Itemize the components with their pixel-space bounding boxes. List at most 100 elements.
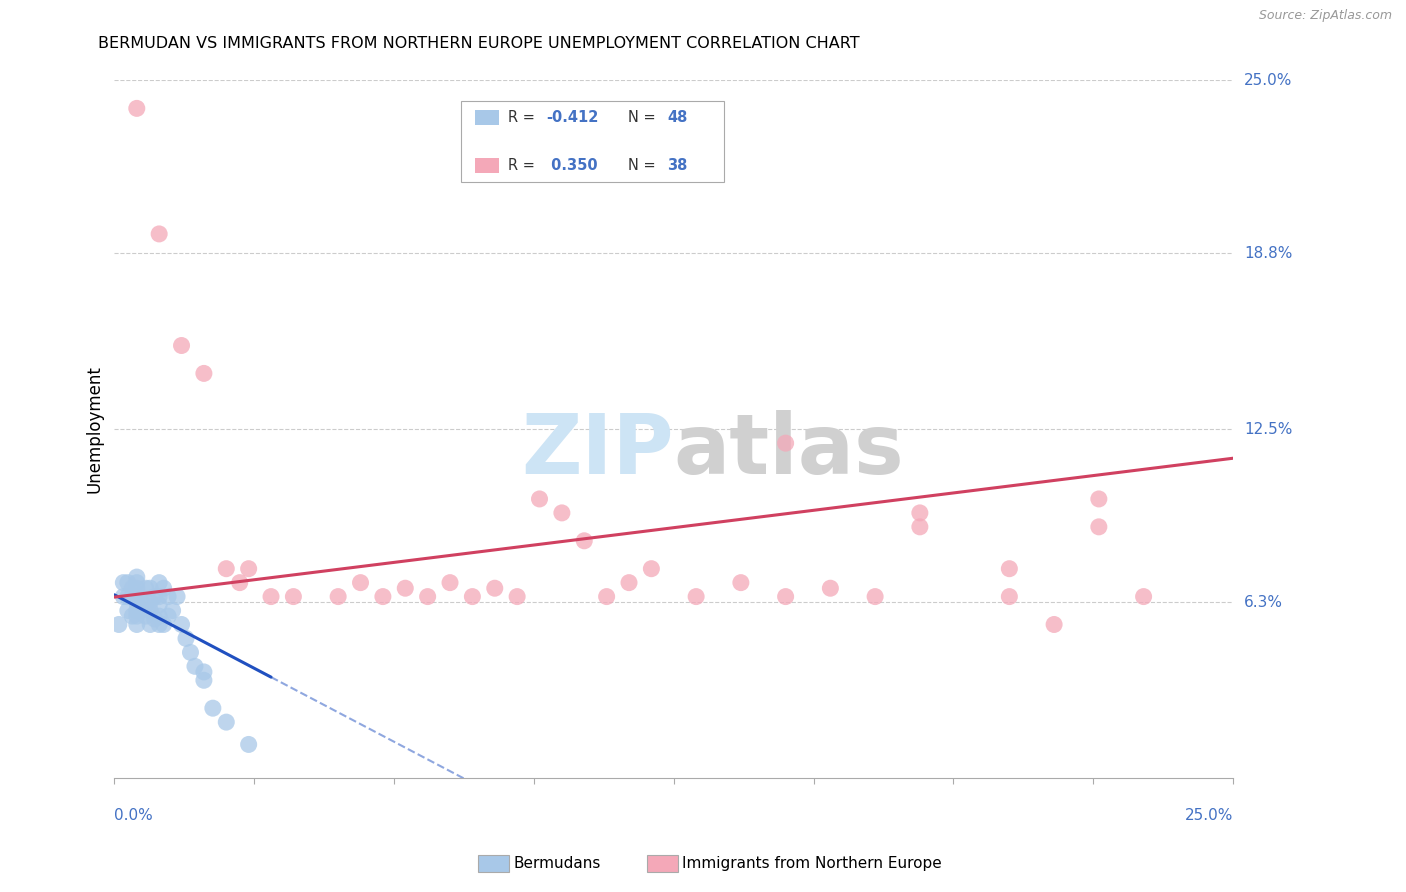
Text: 18.8%: 18.8%: [1244, 246, 1292, 261]
Point: [193, 673, 215, 688]
Text: 38: 38: [666, 158, 688, 173]
Point: [551, 506, 574, 520]
Point: [328, 590, 350, 604]
Point: [193, 367, 215, 381]
Point: [117, 603, 139, 617]
Point: [863, 590, 886, 604]
Text: 0.350: 0.350: [546, 158, 598, 173]
Point: [228, 575, 250, 590]
Point: [135, 581, 157, 595]
Text: 6.3%: 6.3%: [1244, 595, 1284, 609]
Point: [1088, 520, 1111, 534]
Point: [129, 603, 152, 617]
Point: [129, 595, 152, 609]
Point: [117, 575, 139, 590]
Text: Bermudans: Bermudans: [513, 856, 600, 871]
Point: [125, 590, 148, 604]
Point: [574, 533, 596, 548]
Text: Source: ZipAtlas.com: Source: ZipAtlas.com: [1258, 9, 1392, 22]
Text: 48: 48: [666, 110, 688, 125]
Point: [215, 562, 238, 576]
Point: [685, 590, 707, 604]
Point: [148, 617, 170, 632]
Point: [117, 590, 139, 604]
Point: [139, 595, 162, 609]
Point: [121, 590, 143, 604]
Point: [201, 701, 224, 715]
Text: 25.0%: 25.0%: [1244, 73, 1292, 88]
Point: [184, 659, 207, 673]
Point: [125, 581, 148, 595]
Text: Immigrants from Northern Europe: Immigrants from Northern Europe: [682, 856, 942, 871]
Point: [125, 570, 148, 584]
Point: [139, 603, 162, 617]
Point: [617, 575, 640, 590]
Point: [125, 101, 148, 115]
Point: [148, 609, 170, 624]
Point: [125, 575, 148, 590]
Point: [1132, 590, 1154, 604]
Text: 25.0%: 25.0%: [1185, 808, 1233, 823]
Point: [125, 609, 148, 624]
Point: [143, 612, 166, 626]
Point: [775, 590, 797, 604]
Point: [108, 617, 131, 632]
Point: [135, 598, 157, 612]
Point: [416, 590, 439, 604]
Point: [157, 590, 180, 604]
Point: [166, 590, 188, 604]
Point: [730, 575, 752, 590]
Text: R =: R =: [508, 158, 540, 173]
Point: [170, 617, 193, 632]
FancyBboxPatch shape: [475, 158, 499, 173]
Point: [125, 595, 148, 609]
Point: [908, 506, 931, 520]
Point: [135, 609, 157, 624]
Text: N =: N =: [628, 110, 661, 125]
Point: [394, 581, 416, 595]
Text: BERMUDAN VS IMMIGRANTS FROM NORTHERN EUROPE UNEMPLOYMENT CORRELATION CHART: BERMUDAN VS IMMIGRANTS FROM NORTHERN EUR…: [98, 36, 860, 51]
Text: 0.0%: 0.0%: [114, 808, 153, 823]
Point: [179, 645, 201, 659]
Point: [1043, 617, 1066, 632]
Point: [371, 590, 394, 604]
Point: [170, 338, 193, 352]
Point: [174, 632, 197, 646]
Point: [148, 590, 170, 604]
Point: [148, 227, 170, 241]
Point: [506, 590, 529, 604]
Point: [439, 575, 461, 590]
Point: [162, 603, 184, 617]
Point: [283, 590, 305, 604]
Text: ZIP: ZIP: [522, 409, 673, 491]
Point: [152, 581, 174, 595]
Point: [775, 436, 797, 450]
Y-axis label: Unemployment: Unemployment: [86, 365, 103, 493]
Point: [998, 590, 1021, 604]
Text: 12.5%: 12.5%: [1244, 422, 1292, 437]
Text: N =: N =: [628, 158, 661, 173]
Point: [1088, 491, 1111, 506]
Point: [112, 575, 135, 590]
Text: atlas: atlas: [673, 409, 904, 491]
Point: [125, 617, 148, 632]
Point: [238, 738, 260, 752]
Point: [139, 581, 162, 595]
Point: [998, 562, 1021, 576]
Point: [215, 715, 238, 730]
Point: [193, 665, 215, 679]
Point: [143, 590, 166, 604]
Point: [238, 562, 260, 576]
Text: R =: R =: [508, 110, 540, 125]
Point: [349, 575, 371, 590]
Point: [121, 609, 143, 624]
Point: [157, 609, 180, 624]
Text: -0.412: -0.412: [546, 110, 599, 125]
Point: [820, 581, 842, 595]
Point: [640, 562, 662, 576]
Point: [595, 590, 617, 604]
Point: [112, 590, 135, 604]
FancyBboxPatch shape: [461, 102, 724, 182]
Point: [260, 590, 283, 604]
Point: [121, 581, 143, 595]
